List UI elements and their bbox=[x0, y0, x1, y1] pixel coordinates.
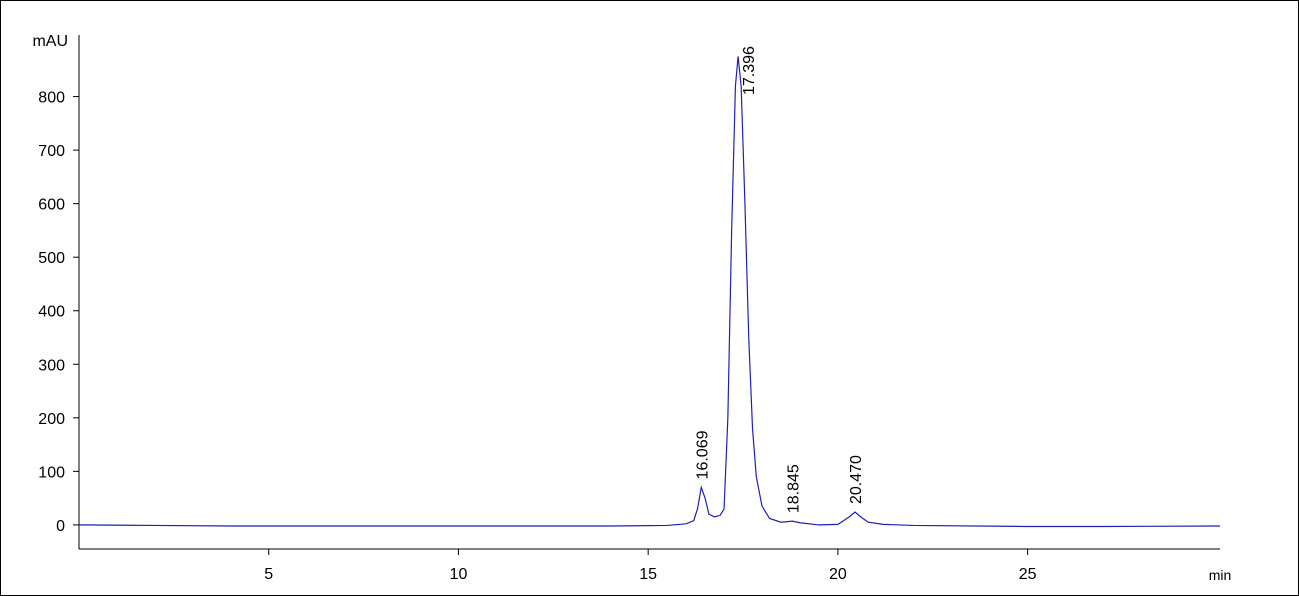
y-tick-label: 100 bbox=[38, 464, 65, 481]
y-tick-label: 800 bbox=[38, 90, 65, 107]
peak-label: 17.396 bbox=[741, 46, 758, 95]
peak-label: 18.845 bbox=[785, 464, 802, 513]
y-tick-label: 600 bbox=[38, 197, 65, 214]
y-tick-label: 200 bbox=[38, 411, 65, 428]
signal-line bbox=[78, 56, 1221, 528]
x-tick-label: 10 bbox=[450, 566, 468, 583]
y-tick-label: 400 bbox=[38, 304, 65, 321]
x-tick-label: 5 bbox=[264, 566, 273, 583]
peak-label: 16.069 bbox=[694, 430, 711, 479]
y-axis-label: mAU bbox=[32, 33, 68, 50]
y-tick-label: 700 bbox=[38, 143, 65, 160]
y-tick-label: 0 bbox=[56, 518, 65, 535]
x-tick-label: 20 bbox=[829, 566, 847, 583]
x-tick-label: 15 bbox=[639, 566, 657, 583]
y-tick-label: 300 bbox=[38, 357, 65, 374]
y-tick-label: 500 bbox=[38, 250, 65, 267]
peak-label: 20.470 bbox=[848, 455, 865, 504]
x-axis-label: min bbox=[1209, 567, 1232, 583]
x-tick-label: 25 bbox=[1019, 566, 1037, 583]
